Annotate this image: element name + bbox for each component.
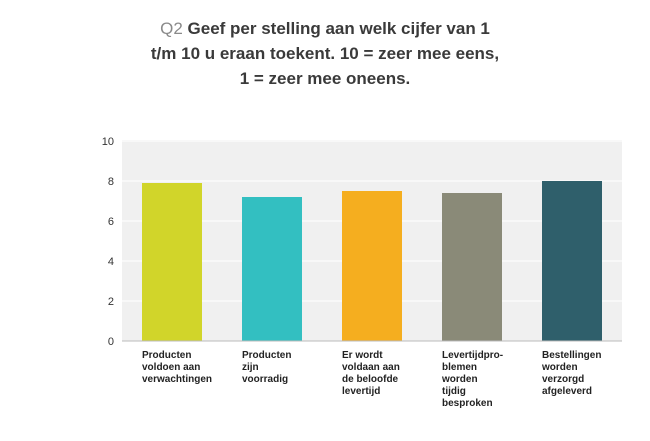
bar (142, 183, 202, 341)
title-line-3: 1 = zeer mee oneens. (239, 69, 411, 88)
x-tick-label: Bestellingen worden verzorgd afgeleverd (542, 350, 602, 397)
y-tick-label: 4 (108, 256, 114, 268)
bars (142, 181, 602, 341)
x-tick-label: Levertijdpro- blemen worden tijdig bespr… (442, 350, 504, 409)
y-axis-ticks: 0 2 4 6 8 10 (102, 136, 114, 348)
title-line-1: Geef per stelling aan welk cijfer van 1 (187, 19, 490, 38)
x-tick-label: Producten voldoen aan verwachtingen (142, 350, 213, 385)
bar (542, 181, 602, 341)
x-tick-label: Producten zijn voorradig (242, 350, 292, 385)
bar (242, 197, 302, 341)
y-tick-label: 0 (108, 336, 114, 348)
chart-title: Q2 Geef per stelling aan welk cijfer van… (60, 16, 590, 91)
x-tick-label: Er wordt voldaan aan de beloofde leverti… (342, 350, 400, 397)
y-tick-label: 8 (108, 176, 114, 188)
y-tick-label: 10 (102, 136, 114, 148)
bar (342, 191, 402, 341)
y-tick-label: 6 (108, 216, 114, 228)
question-number: Q2 (160, 19, 183, 38)
bar (442, 193, 502, 341)
y-tick-label: 2 (108, 296, 114, 308)
title-line-2: t/m 10 u eraan toekent. 10 = zeer mee ee… (150, 44, 500, 63)
